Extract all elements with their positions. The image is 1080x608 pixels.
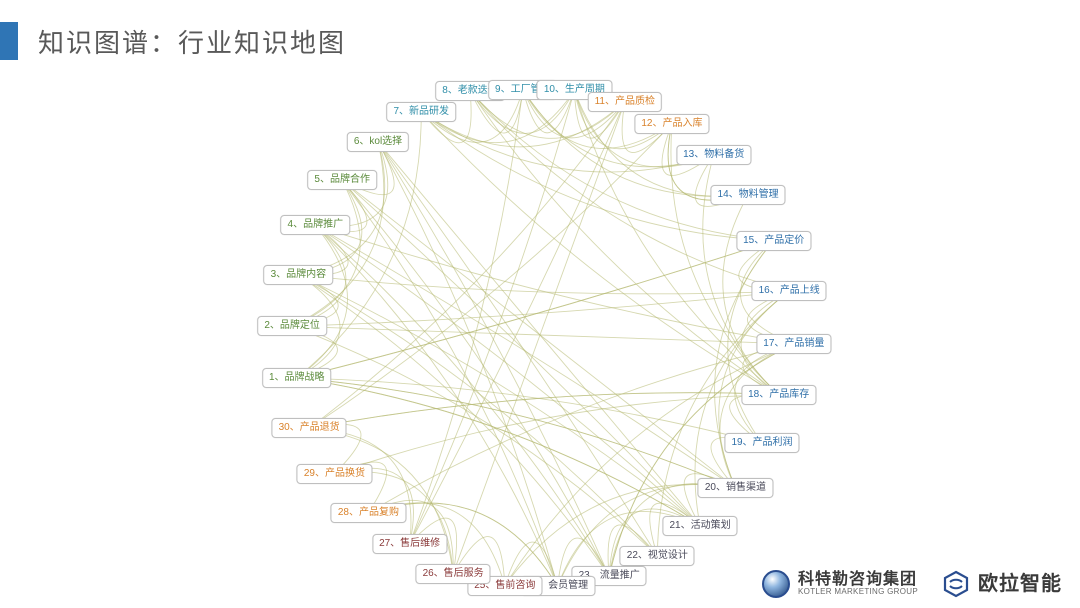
graph-edge <box>315 225 609 576</box>
graph-edge <box>297 378 762 443</box>
graph-node: 29、产品换货 <box>297 464 372 484</box>
graph-node: 21、活动策划 <box>662 516 737 536</box>
graph-node: 14、物料管理 <box>711 185 786 205</box>
graph-node: 22、视觉设计 <box>620 546 695 566</box>
graph-node: 5、品牌合作 <box>307 170 377 190</box>
brand-euler-text: 欧拉智能 <box>978 573 1062 595</box>
page-title: 知识图谱：行业知识地图 <box>38 23 346 60</box>
graph-edge <box>720 344 794 488</box>
footer: 科特勒咨询集团 KOTLER MARKETING GROUP 欧拉智能 <box>762 570 1062 598</box>
graph-edge <box>334 472 453 574</box>
graph-edge <box>309 428 411 543</box>
brand-euler-cn: 欧拉智能 <box>978 573 1062 595</box>
graph-node: 2、品牌定位 <box>257 316 327 336</box>
graph-edge <box>609 344 794 576</box>
graph-node: 11、产品质检 <box>588 92 662 112</box>
brand-kotler-cn: 科特勒咨询集团 <box>798 571 918 589</box>
graph-edge <box>410 102 625 544</box>
graph-node: 18、产品库存 <box>741 385 816 405</box>
graph-node: 3、品牌内容 <box>264 265 334 285</box>
knowledge-graph: 1、品牌战略 2、品牌定位 3、品牌内容 4、品牌推广 5、品牌合作 6、kol选择 7、新… <box>200 70 880 600</box>
graph-edge <box>378 142 657 556</box>
graph-node: 26、售后服务 <box>416 564 491 584</box>
graph-node: 15、产品定价 <box>736 231 811 251</box>
graph-node: 20、销售渠道 <box>698 478 773 498</box>
slide-header: 知识图谱：行业知识地图 <box>0 22 346 60</box>
graph-edge <box>298 275 700 526</box>
euler-logo-icon <box>942 570 970 598</box>
graph-node: 1、品牌战略 <box>262 368 332 388</box>
graph-node: 7、新品研发 <box>386 102 456 122</box>
graph-node: 27、售后维修 <box>372 534 447 554</box>
graph-edge <box>315 225 557 586</box>
brand-kotler-en: KOTLER MARKETING GROUP <box>798 588 918 597</box>
graph-node: 17、产品销量 <box>756 334 831 354</box>
kotler-logo-icon <box>762 570 790 598</box>
graph-node: 12、产品入库 <box>634 114 709 134</box>
brand-kotler-text: 科特勒咨询集团 KOTLER MARKETING GROUP <box>798 571 918 597</box>
graph-edge <box>609 344 794 576</box>
graph-node: 28、产品复购 <box>331 503 406 523</box>
brand-euler: 欧拉智能 <box>942 570 1062 598</box>
graph-edge <box>298 142 384 275</box>
graph-node: 4、品牌推广 <box>281 215 351 235</box>
brand-kotler: 科特勒咨询集团 KOTLER MARKETING GROUP <box>762 570 918 598</box>
graph-edge <box>470 91 774 241</box>
graph-edge <box>292 326 794 344</box>
accent-bar <box>0 22 18 60</box>
graph-node: 16、产品上线 <box>752 281 827 301</box>
graph-node: 13、物料备货 <box>676 145 751 165</box>
graph-node: 6、kol选择 <box>347 132 409 152</box>
graph-edge <box>453 102 625 574</box>
graph-node: 19、产品利润 <box>724 433 799 453</box>
graph-node: 30、产品退货 <box>272 418 347 438</box>
